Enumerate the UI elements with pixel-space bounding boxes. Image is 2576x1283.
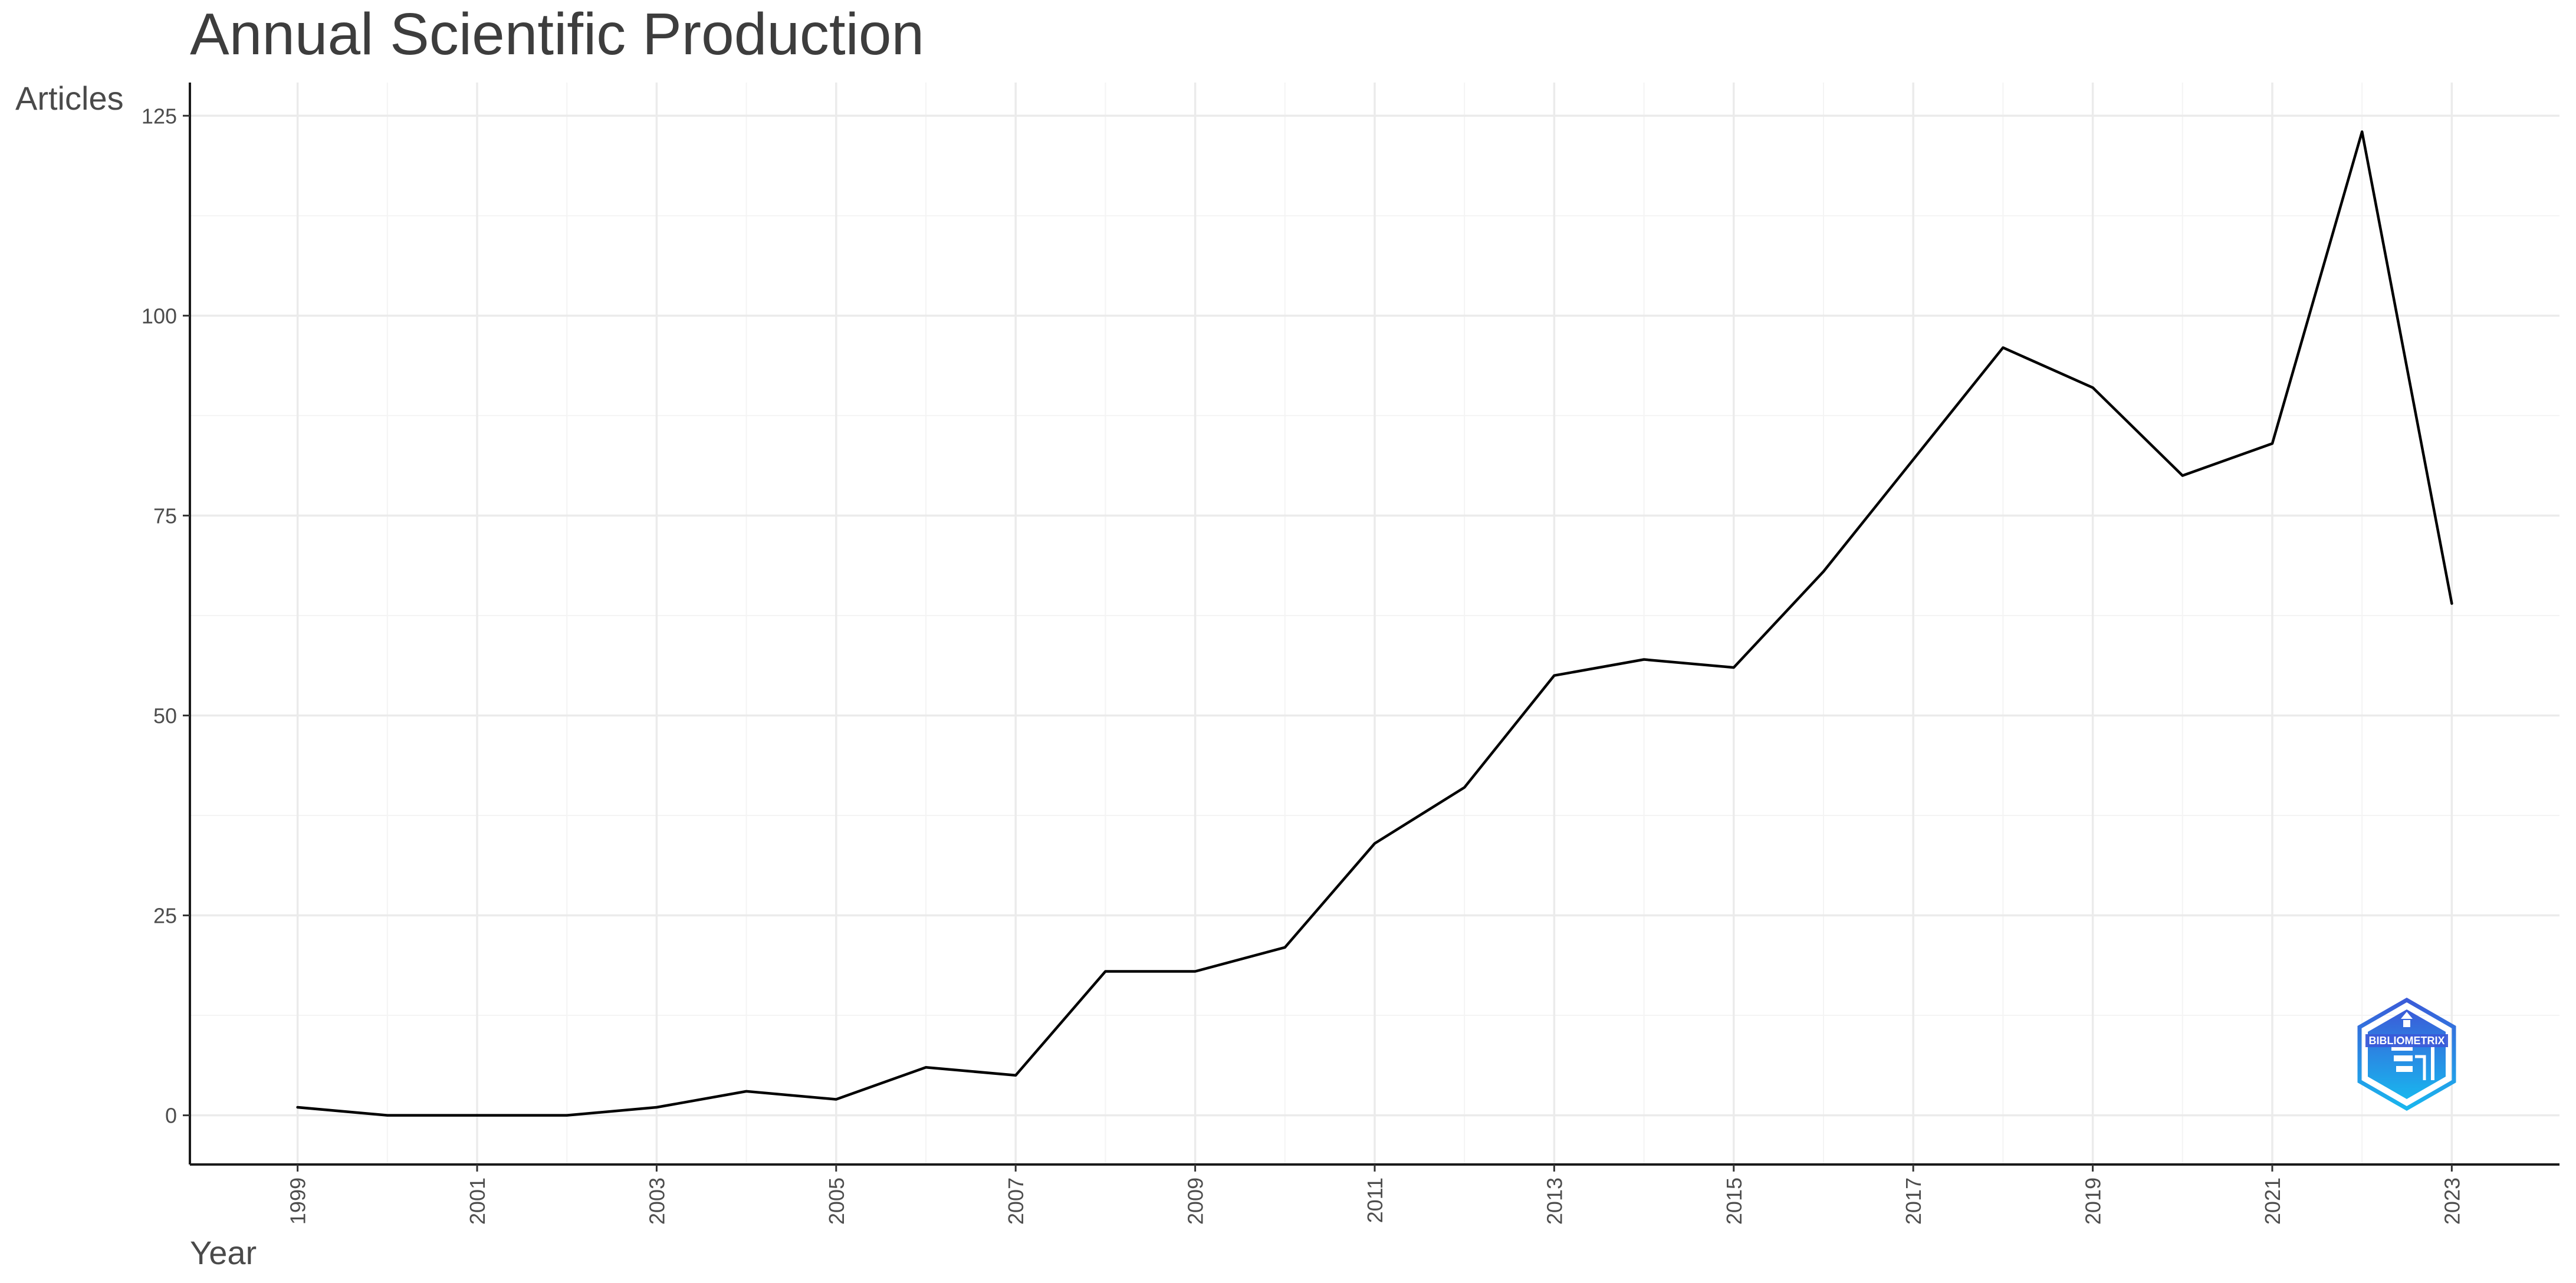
- x-tick-label: 2001: [465, 1177, 489, 1225]
- y-tick-label: 75: [153, 504, 177, 528]
- axes: [183, 83, 2559, 1172]
- series-layer: [296, 130, 2453, 1117]
- x-axis-title: Year: [190, 1234, 257, 1271]
- grid: [190, 83, 2559, 1164]
- x-tick-label: 2003: [645, 1177, 669, 1225]
- x-tick-label: 2021: [2260, 1177, 2285, 1225]
- x-tick-label: 2013: [1542, 1177, 1566, 1225]
- x-tick-label: 2015: [1722, 1177, 1746, 1225]
- y-tick-label: 100: [142, 304, 177, 328]
- y-axis-title: Articles: [15, 80, 124, 117]
- x-tick-label: 2011: [1363, 1177, 1387, 1223]
- y-tick-label: 125: [142, 104, 177, 128]
- x-tick-label: 1999: [286, 1177, 310, 1225]
- series-line: [296, 130, 2453, 1117]
- bibliometrix-logo-text: BIBLIOMETRIX: [2369, 1035, 2445, 1047]
- bibliometrix-logo: BIBLIOMETRIX: [2357, 997, 2456, 1111]
- x-tick-label: 2005: [824, 1177, 849, 1225]
- x-tick-label: 2009: [1184, 1177, 1208, 1225]
- tick-labels: 0 25 50 75 100 125 1999 2001 2003 2005 2007 2009 201…: [142, 104, 2464, 1225]
- x-tick-label: 2019: [2081, 1177, 2105, 1225]
- y-tick-label: 50: [153, 703, 177, 728]
- x-tick-label: 2017: [1901, 1177, 1926, 1225]
- x-tick-label: 2023: [2440, 1177, 2464, 1225]
- y-tick-label: 25: [153, 904, 177, 928]
- chart-title: Annual Scientific Production: [190, 1, 924, 67]
- x-tick-label: 2007: [1004, 1177, 1028, 1225]
- y-tick-label: 0: [165, 1104, 177, 1128]
